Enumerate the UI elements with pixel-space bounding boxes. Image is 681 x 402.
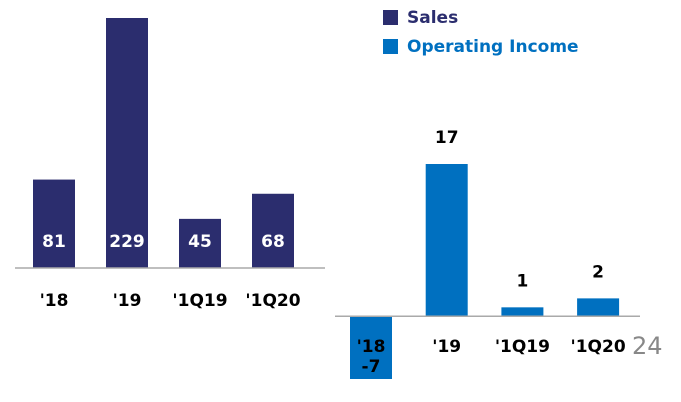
bar (350, 316, 392, 379)
x-tick-label: '1Q20 (245, 291, 300, 311)
x-tick-label: '1Q19 (495, 337, 550, 357)
x-tick-label: '19 (113, 291, 142, 311)
value-label: 81 (42, 232, 66, 252)
x-tick-label: '18 (40, 291, 69, 311)
value-label: 68 (261, 232, 285, 252)
value-label: 45 (188, 232, 212, 252)
bar (577, 298, 620, 317)
value-label: 17 (435, 128, 459, 148)
x-tick-label: '19 (432, 337, 461, 357)
bar (501, 307, 544, 317)
value-label: 229 (109, 232, 145, 252)
legend-label: Sales (407, 8, 458, 28)
legend-swatch (383, 10, 398, 25)
bar (106, 18, 148, 268)
legend-label: Operating Income (407, 37, 579, 57)
value-label: 2 (592, 262, 604, 282)
x-tick-label: '18 (357, 337, 386, 357)
bar (425, 164, 468, 317)
page-number: 24 (632, 332, 663, 360)
bar (33, 179, 75, 268)
x-tick-label: '1Q20 (571, 337, 626, 357)
value-label: -7 (362, 357, 381, 377)
legend-swatch (383, 39, 398, 54)
bar (179, 218, 221, 268)
bar (252, 193, 294, 268)
value-label: 1 (516, 271, 528, 291)
x-tick-label: '1Q19 (172, 291, 227, 311)
